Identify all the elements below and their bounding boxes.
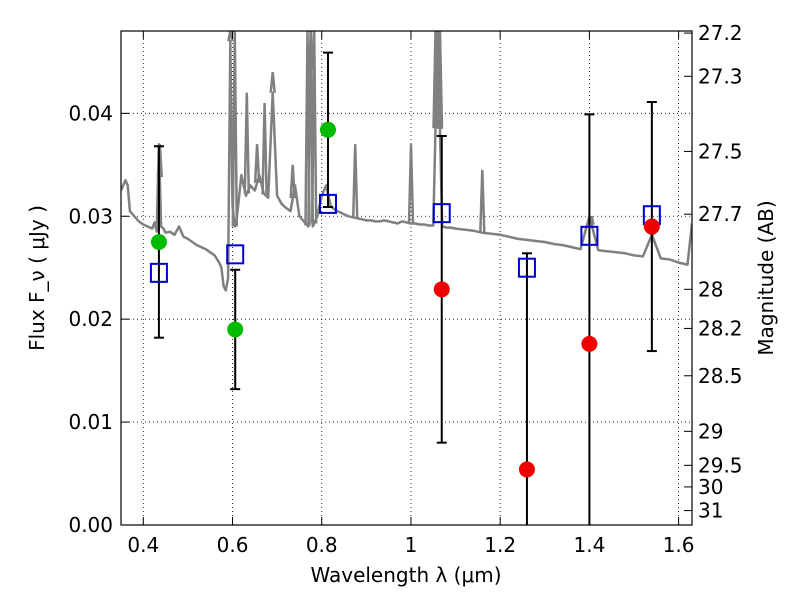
y-tick-label: 0.00 — [68, 513, 113, 537]
y-right-axis-title: Magnitude (AB) — [754, 200, 778, 355]
magnitude-tick-label: 31 — [698, 499, 723, 523]
sed-emission-spike — [479, 169, 486, 233]
model-square-marker — [580, 225, 599, 246]
sed-emission-spike — [432, 31, 439, 129]
marker-layer — [149, 121, 661, 478]
magnitude-tick-label: 27.3 — [698, 64, 743, 88]
sed-emission-spike — [310, 31, 318, 224]
x-tick-label: 1.4 — [573, 533, 605, 557]
magnitude-tick-label: 28 — [698, 277, 723, 301]
magnitude-tick-label: 30 — [698, 475, 723, 499]
y-tick-label: 0.03 — [68, 204, 113, 228]
x-axis-title: Wavelength λ (μm) — [310, 563, 501, 587]
flux-circle-marker — [319, 121, 336, 138]
sed-emission-spike — [231, 31, 239, 227]
ticks: 0.4 0.6 0.8 1 1.2 1.4 1.6 0.00 0.01 0.02 0.03 0.04 2… — [68, 21, 742, 557]
sed-emission-spike — [307, 31, 315, 71]
model-square-marker — [149, 262, 168, 283]
model-square-marker — [517, 257, 536, 278]
magnitude-tick-label: 27.2 — [698, 21, 743, 45]
sed-emission-spike — [436, 31, 444, 129]
sed-emission-spike — [261, 102, 268, 195]
x-tick-label: 1 — [405, 533, 418, 557]
sed-line-layer — [121, 31, 692, 292]
y-tick-label: 0.01 — [68, 410, 113, 434]
y-axis-title: Flux F_ν ( μJy ) — [25, 205, 49, 351]
model-square-marker — [432, 203, 451, 224]
y-tick-label: 0.02 — [68, 307, 113, 331]
magnitude-tick-label: 29 — [698, 419, 723, 443]
flux-circle-marker — [150, 233, 167, 250]
sed-emission-spike — [407, 144, 415, 224]
x-tick-label: 1.6 — [663, 533, 695, 557]
magnitude-tick-label: 28.2 — [698, 316, 743, 340]
sed-emission-spike — [269, 72, 276, 93]
flux-circle-marker — [581, 335, 598, 352]
sed-emission-spike — [227, 31, 234, 42]
flux-circle-marker — [643, 218, 660, 235]
model-square-marker — [226, 244, 245, 265]
sed-emission-spike — [351, 144, 359, 218]
magnitude-tick-label: 27.5 — [698, 139, 743, 163]
x-tick-label: 0.8 — [306, 533, 338, 557]
x-tick-label: 0.4 — [127, 533, 159, 557]
sed-emission-spike — [304, 31, 311, 226]
sed-emission-spike — [253, 144, 261, 183]
x-tick-label: 0.6 — [217, 533, 249, 557]
x-tick-label: 1.2 — [484, 533, 516, 557]
sed-emission-spike — [243, 92, 251, 194]
plot-area — [121, 31, 692, 525]
flux-circle-marker — [518, 461, 535, 478]
magnitude-tick-label: 29.5 — [698, 453, 743, 477]
sed-emission-spike — [289, 164, 296, 199]
model-square-marker — [318, 193, 337, 214]
magnitude-tick-label: 28.5 — [698, 364, 743, 388]
plot-frame — [120, 30, 693, 526]
flux-circle-marker — [433, 281, 450, 298]
y-tick-label: 0.04 — [68, 101, 113, 125]
flux-circle-marker — [227, 321, 244, 338]
magnitude-tick-label: 27.7 — [698, 202, 743, 226]
